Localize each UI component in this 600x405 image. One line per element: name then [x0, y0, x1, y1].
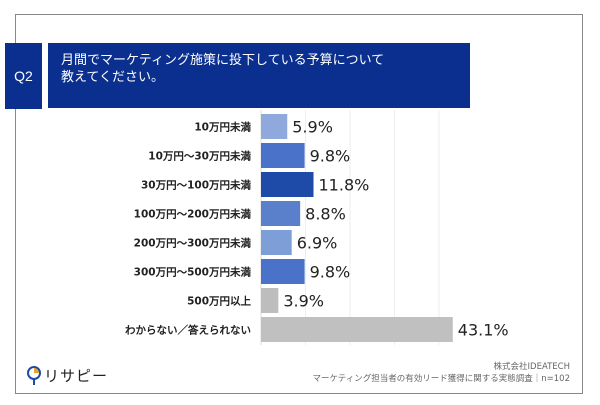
category-label: 10万円未満	[194, 121, 251, 134]
bar	[261, 230, 292, 255]
bar	[261, 288, 279, 313]
bar	[261, 143, 305, 168]
bar	[261, 172, 314, 197]
bar-chart: 10万円未満 5.9% 10万円〜30万円未満 9.8% 30万円〜100万円未満 11.…	[125, 110, 509, 345]
value-label: 6.9%	[297, 234, 338, 253]
category-label: わからない／答えられない	[125, 324, 251, 337]
company-name: 株式会社IDEATECH	[493, 362, 570, 372]
survey-name: マーケティング担当者の有効リード獲得に関する実態調査｜n=102	[312, 374, 570, 384]
title-line-1: 月間でマーケティング施策に投下している予算について	[61, 53, 385, 68]
logo: リサピー	[27, 365, 108, 386]
category-label: 500万円以上	[187, 295, 251, 308]
credit: 株式会社IDEATECH マーケティング担当者の有効リード獲得に関する実態調査｜…	[312, 361, 570, 385]
bar	[261, 201, 301, 226]
title-line-2: 教えてください。	[61, 70, 164, 85]
question-title: 月間でマーケティング施策に投下している予算について 教えてください。	[48, 43, 470, 108]
value-label: 9.8%	[310, 147, 351, 166]
bar	[261, 259, 305, 284]
value-label: 3.9%	[283, 292, 324, 311]
question-number: Q2	[5, 43, 42, 109]
pin-icon	[27, 365, 41, 385]
category-label: 30万円〜100万円未満	[141, 179, 252, 192]
category-label: 100万円〜200万円未満	[134, 208, 252, 221]
category-label: 200万円〜300万円未満	[134, 237, 252, 250]
logo-text: リサピー	[44, 367, 109, 385]
value-label: 9.8%	[310, 263, 351, 282]
value-label: 43.1%	[458, 321, 509, 340]
bar	[261, 114, 288, 139]
value-label: 5.9%	[292, 118, 333, 137]
value-label: 8.8%	[305, 205, 346, 224]
value-label: 11.8%	[319, 176, 370, 195]
bar	[261, 317, 453, 342]
category-label: 300万円〜500万円未満	[134, 266, 252, 279]
chart-frame	[15, 14, 583, 394]
category-label: 10万円〜30万円未満	[148, 150, 251, 163]
